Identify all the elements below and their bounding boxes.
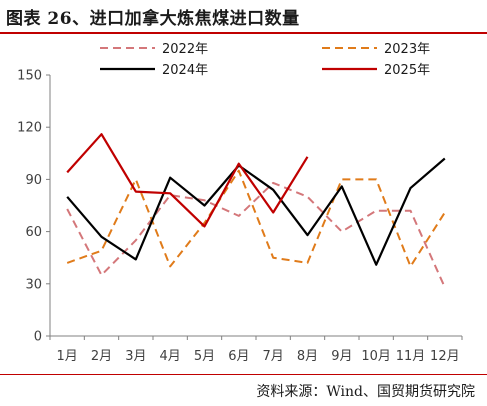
y-tick-label: 120 xyxy=(17,121,42,136)
x-tick-label: 6月 xyxy=(228,349,249,364)
legend-label: 2024年 xyxy=(162,63,208,78)
series-line-2022年 xyxy=(66,181,446,288)
legend-label: 2022年 xyxy=(162,42,208,57)
series-line-2025年 xyxy=(66,133,309,228)
x-tick-label: 11月 xyxy=(396,349,426,364)
y-tick-label: 0 xyxy=(34,330,42,345)
legend-label: 2025年 xyxy=(384,63,430,78)
series-line-2024年 xyxy=(66,157,446,266)
y-tick-label: 30 xyxy=(25,277,42,292)
x-tick-label: 7月 xyxy=(263,349,284,364)
x-tick-label: 9月 xyxy=(331,349,352,364)
x-tick-label: 2月 xyxy=(91,349,112,364)
x-tick-label: 4月 xyxy=(160,349,181,364)
y-tick-label: 60 xyxy=(25,225,42,240)
y-tick-label: 90 xyxy=(25,173,42,188)
x-tick-label: 12月 xyxy=(430,349,460,364)
x-tick-label: 8月 xyxy=(297,349,318,364)
x-tick-label: 1月 xyxy=(57,349,78,364)
source-note: 资料来源：Wind、国贸期货研究院 xyxy=(256,384,475,400)
footer-divider xyxy=(0,374,487,375)
y-tick-label: 150 xyxy=(17,69,42,84)
legend-label: 2023年 xyxy=(384,42,430,57)
title-divider xyxy=(0,32,487,34)
x-tick-label: 5月 xyxy=(194,349,215,364)
figure-title: 图表 26、进口加拿大炼焦煤进口数量 xyxy=(6,9,300,29)
x-tick-label: 3月 xyxy=(125,349,146,364)
x-tick-label: 10月 xyxy=(361,349,391,364)
